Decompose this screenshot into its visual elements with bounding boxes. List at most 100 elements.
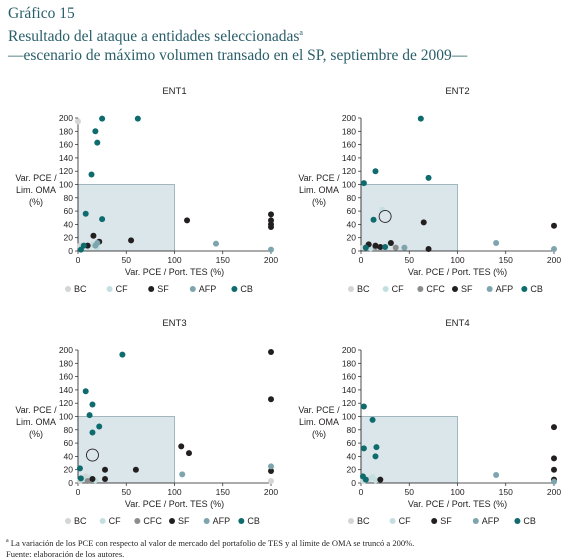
data-point-sf [551, 466, 557, 473]
legend-marker-bc [65, 518, 71, 524]
data-point-sf [185, 450, 192, 457]
legend-marker-sf [148, 286, 155, 292]
y-tick-label: 120 [342, 166, 356, 176]
x-tick-label: 200 [547, 255, 561, 265]
y-tick-label: 180 [342, 358, 356, 368]
figure-subtitle: —escenario de máximo volumen transado en… [8, 47, 468, 65]
legend-marker-afp [472, 518, 479, 524]
y-tick-label: 160 [59, 372, 73, 382]
data-point-sf [387, 240, 394, 247]
legend-label-cf: CF [109, 516, 121, 526]
data-point-cb [425, 174, 432, 181]
data-point-afp [179, 471, 186, 478]
legend-label-bc: BC [74, 284, 87, 294]
x-tick-label: 50 [122, 255, 132, 265]
panel-title: ENT4 [445, 318, 469, 329]
threshold-box [77, 416, 175, 484]
y-tick-label: 200 [342, 345, 356, 355]
data-point-sf [377, 476, 384, 483]
data-point-bc [75, 118, 81, 125]
data-point-cfc [392, 244, 399, 251]
footnote-text: La variación de los PCE con respecto al … [10, 537, 415, 548]
y-axis-label: Lim. OMA [16, 417, 56, 427]
legend-label-cf: CF [399, 516, 411, 526]
data-point-cb [417, 115, 424, 122]
data-point-cb [86, 412, 93, 419]
highlighted-entity-ring [86, 448, 99, 462]
data-point-cb [99, 216, 106, 223]
legend-label-bc: BC [357, 516, 370, 526]
legend-marker-cb [231, 286, 238, 292]
y-tick-label: 60 [64, 438, 74, 448]
legend-marker-afp [486, 286, 493, 292]
panel-title: ENT1 [162, 86, 186, 97]
y-tick-label: 0 [351, 478, 356, 488]
y-tick-label: 40 [347, 451, 357, 461]
y-tick-label: 200 [59, 345, 73, 355]
y-tick-label: 100 [59, 180, 73, 190]
data-point-cb [382, 244, 389, 251]
data-point-sf [268, 348, 274, 355]
data-point-sf [184, 217, 191, 224]
legend-marker-bc [348, 286, 354, 292]
x-tick-label: 150 [499, 487, 513, 497]
data-point-cb [80, 242, 87, 249]
y-axis-label: (%) [312, 197, 326, 207]
x-tick-label: 150 [216, 255, 230, 265]
panel-title: ENT3 [162, 318, 186, 329]
x-tick-label: 50 [405, 487, 415, 497]
legend-label-cb: CB [523, 516, 536, 526]
data-point-afp [551, 246, 557, 253]
data-point-cf [379, 206, 386, 213]
y-tick-label: 80 [64, 425, 74, 435]
data-point-bc [268, 478, 274, 485]
data-point-afp [401, 244, 408, 251]
legend-marker-cf [382, 286, 389, 292]
data-point-sf [90, 232, 97, 239]
legend-label-sf: SF [461, 284, 473, 294]
data-point-sf [178, 443, 185, 450]
data-point-sf [102, 466, 109, 473]
y-tick-label: 20 [347, 465, 357, 475]
data-point-cb [360, 403, 367, 410]
y-tick-label: 140 [342, 153, 356, 163]
data-point-sf [372, 242, 379, 249]
data-point-cb [362, 244, 369, 251]
legend-label-sf: SF [178, 516, 190, 526]
data-point-sf [551, 424, 557, 431]
panel-title: ENT2 [445, 86, 469, 97]
y-tick-label: 0 [68, 246, 73, 256]
x-axis-label: Var. PCE / Port. TES (%) [125, 267, 224, 277]
data-point-cb [76, 465, 83, 472]
data-point-sf [89, 476, 96, 483]
legend-label-sf: SF [157, 284, 169, 294]
scatter-chart-ent4: ENT4 0 20 40 60 80 100 120 140 160 180 200 0 50 100 150… [298, 318, 561, 526]
data-point-cb [370, 216, 377, 223]
x-tick-label: 0 [359, 255, 364, 265]
y-tick-label: 100 [342, 412, 356, 422]
data-point-sf [425, 246, 432, 253]
y-tick-label: 120 [59, 166, 73, 176]
scatter-chart-ent2: ENT2 0 20 40 60 80 100 120 140 160 180 200 0 50 100 150… [298, 86, 561, 294]
data-point-cb [372, 453, 379, 460]
data-point-cb [369, 416, 376, 423]
source-note: Fuente: elaboración de los autores. [6, 548, 125, 559]
y-tick-label: 80 [347, 425, 357, 435]
x-tick-label: 150 [216, 487, 230, 497]
x-tick-label: 150 [499, 255, 513, 265]
legend-label-sf: SF [440, 516, 452, 526]
legend-label-cb: CB [247, 516, 260, 526]
y-tick-label: 180 [59, 358, 73, 368]
data-point-cb [99, 115, 106, 122]
y-axis-label: Lim. OMA [16, 185, 56, 195]
legend-label-bc: BC [357, 284, 370, 294]
y-axis-label: Var. PCE / [298, 405, 340, 415]
legend-marker-sf [431, 518, 438, 524]
y-tick-label: 60 [347, 206, 357, 216]
data-point-afp [493, 240, 500, 247]
footnote-line: a La variación de los PCE con respecto a… [6, 536, 414, 549]
data-point-cb [82, 388, 89, 395]
figure-header: Gráfico 15 Resultado del ataque a entida… [8, 4, 564, 65]
y-tick-label: 20 [347, 233, 357, 243]
data-point-cb [373, 444, 380, 451]
